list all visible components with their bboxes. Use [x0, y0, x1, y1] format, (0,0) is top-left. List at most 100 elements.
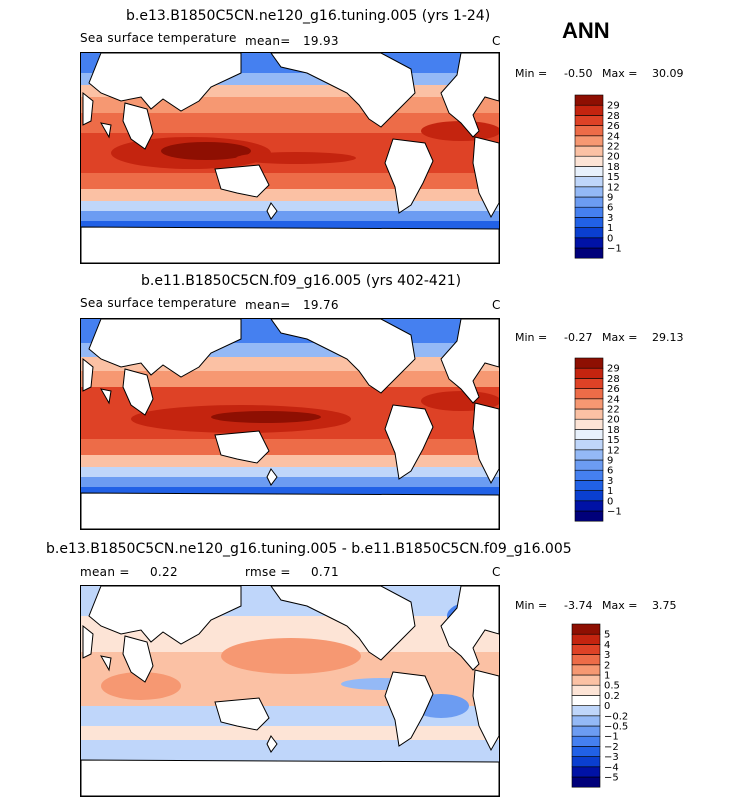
colorbar-swatch [574, 357, 604, 369]
colorbar-swatch [574, 459, 604, 471]
panel2-max-label: Max = [602, 331, 638, 344]
colorbar-swatch [574, 166, 604, 177]
colorbar-tick-label: −2 [604, 742, 619, 753]
panel1-max-label: Max = [602, 67, 638, 80]
panel3-max-value: 3.75 [652, 599, 677, 612]
panel1-variable: Sea surface temperature [80, 31, 237, 45]
panel3-colorbar: −5 −4 −3 −2 −1 −0.5 −0.2 0 0.2 0.5 1 2 3 4 5 [571, 623, 652, 789]
panel2-units: C [492, 298, 501, 312]
panel2-max-value: 29.13 [652, 331, 684, 344]
colorbar-swatch [571, 695, 601, 706]
colorbar-swatch [571, 633, 601, 645]
colorbar-tick-label: 12 [607, 182, 620, 193]
colorbar-tick-label: 26 [607, 121, 620, 132]
colorbar-swatch [571, 623, 601, 635]
panel3-min-label: Min = [515, 599, 548, 612]
panel3-mean-value: 0.22 [150, 565, 178, 579]
panel2-title: b.e11.B1850C5CN.f09_g16.005 (yrs 402-421… [141, 273, 462, 289]
colorbar-tick-label: 1 [607, 486, 613, 497]
colorbar-swatch [571, 715, 601, 727]
colorbar-tick-label: 22 [607, 405, 620, 416]
colorbar-swatch [574, 227, 604, 239]
colorbar-swatch [574, 367, 604, 379]
colorbar-swatch [574, 480, 604, 491]
panel2-mean-label: mean= [245, 298, 291, 312]
panel3-units: C [492, 565, 501, 579]
colorbar-swatch [574, 186, 604, 198]
colorbar-swatch [571, 674, 601, 686]
colorbar-tick-label: 15 [607, 435, 620, 446]
panel1-mean-value: 19.93 [303, 34, 339, 48]
colorbar-swatch [571, 644, 601, 655]
panel1-min-value: -0.50 [564, 67, 593, 80]
colorbar-swatch [571, 725, 601, 737]
panel1-mean-label: mean= [245, 34, 291, 48]
colorbar-swatch [574, 247, 604, 259]
colorbar-swatch [574, 145, 604, 157]
colorbar-tick-label: 20 [607, 415, 620, 426]
colorbar-swatch [574, 206, 604, 218]
colorbar-swatch [571, 705, 601, 717]
colorbar-swatch [574, 408, 604, 420]
colorbar-tick-label: −5 [604, 773, 619, 784]
colorbar-swatch [571, 766, 601, 778]
colorbar-tick-label: −1 [604, 732, 619, 743]
panel3-max-label: Max = [602, 599, 638, 612]
colorbar-swatch [574, 429, 604, 440]
colorbar-swatch [574, 449, 604, 461]
panel2-mean-value: 19.76 [303, 298, 339, 312]
colorbar-tick-label: 2 [604, 660, 610, 671]
colorbar-tick-label: 0 [604, 701, 610, 712]
colorbar-swatch [574, 510, 604, 522]
colorbar-tick-label: 28 [607, 374, 620, 385]
panel1-colorbar: −1 0 1 3 6 9 12 15 18 20 22 24 26 28 29 [574, 94, 655, 260]
colorbar-tick-label: 18 [607, 162, 620, 173]
colorbar-swatch [574, 237, 604, 249]
panel3-min-value: -3.74 [564, 599, 593, 612]
panel2-variable: Sea surface temperature [80, 296, 237, 310]
colorbar-tick-label: 28 [607, 111, 620, 122]
colorbar-tick-label: 29 [607, 101, 620, 112]
colorbar-swatch [574, 135, 604, 147]
panel2-colorbar: −1 0 1 3 6 9 12 15 18 20 22 24 26 28 29 [574, 357, 655, 523]
season-label: ANN [562, 18, 610, 43]
colorbar-swatch [574, 176, 604, 188]
colorbar-tick-label: 5 [604, 630, 610, 641]
panel3-rmse-value: 0.71 [311, 565, 339, 579]
colorbar-swatch [571, 756, 601, 768]
colorbar-swatch [574, 378, 604, 389]
colorbar-swatch [574, 500, 604, 512]
colorbar-tick-label: 20 [607, 152, 620, 163]
colorbar-tick-label: 9 [607, 193, 613, 204]
colorbar-swatch [574, 155, 604, 167]
colorbar-tick-label: 22 [607, 142, 620, 153]
panel1-map [80, 52, 500, 264]
colorbar-tick-label: 15 [607, 172, 620, 183]
panel3-map [80, 585, 500, 797]
colorbar-swatch [571, 654, 601, 666]
colorbar-tick-label: 6 [607, 203, 613, 214]
colorbar-swatch [571, 735, 601, 747]
colorbar-tick-label: 29 [607, 364, 620, 375]
panel3-title: b.e13.B1850C5CN.ne120_g16.tuning.005 - b… [46, 541, 572, 557]
panel1-min-label: Min = [515, 67, 548, 80]
panel1-units: C [492, 34, 501, 48]
colorbar-tick-label: 3 [607, 476, 613, 487]
panel2-min-label: Min = [515, 331, 548, 344]
panel2-min-value: -0.27 [564, 331, 593, 344]
colorbar-swatch [574, 217, 604, 228]
panel3-rmse-label: rmse = [245, 565, 291, 579]
colorbar-tick-label: 3 [607, 213, 613, 224]
colorbar-tick-label: −4 [604, 762, 619, 773]
panel2-map [80, 318, 500, 530]
colorbar-swatch [574, 388, 604, 400]
colorbar-swatch [574, 398, 604, 410]
colorbar-tick-label: −0.5 [604, 722, 628, 733]
colorbar-swatch [574, 115, 604, 126]
colorbar-swatch [574, 418, 604, 430]
colorbar-tick-label: −3 [604, 752, 619, 763]
colorbar-tick-label: 18 [607, 425, 620, 436]
colorbar-swatch [571, 664, 601, 676]
colorbar-swatch [574, 196, 604, 208]
colorbar-tick-label: 24 [607, 394, 620, 405]
